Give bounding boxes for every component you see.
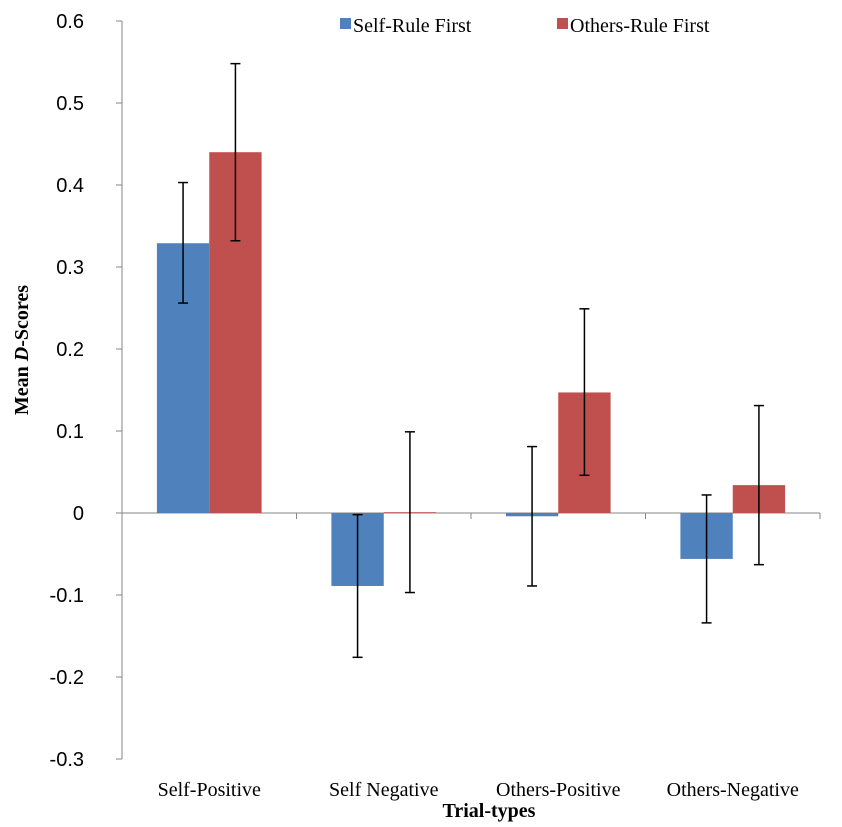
- legend-swatch: [340, 18, 351, 29]
- y-axis-title-suffix: -Scores: [11, 285, 33, 347]
- y-tick-label: 0.5: [56, 93, 84, 115]
- x-category-label: Self-Positive: [158, 779, 261, 801]
- legend-label: Self-Rule First: [353, 15, 472, 37]
- bars: [156, 152, 786, 586]
- y-tick-label: 0.4: [56, 175, 84, 197]
- legend-swatch: [557, 18, 568, 29]
- y-tick-label: -0.1: [50, 585, 84, 607]
- legend: Self-Rule First Others-Rule First: [340, 15, 710, 37]
- legend-label: Others-Rule First: [570, 15, 710, 37]
- y-axis: 0.6 0.5 0.4 0.3 0.2 0.1 0 -0.1 -0.2 -0.3: [50, 11, 123, 771]
- error-bars: [178, 62, 764, 659]
- y-tick-label: 0: [73, 503, 84, 525]
- x-category-label: Self Negative: [329, 779, 439, 801]
- y-tick-label: 0.2: [56, 339, 84, 361]
- x-category-label: Others-Negative: [667, 779, 799, 801]
- x-category-label: Others-Positive: [496, 779, 621, 801]
- y-tick-label: 0.6: [56, 11, 84, 33]
- y-tick-label: 0.1: [56, 421, 84, 443]
- x-axis-title: Trial-types: [443, 800, 536, 822]
- y-tick-label: -0.2: [50, 667, 84, 689]
- y-axis-title-prefix: Mean: [11, 361, 33, 415]
- y-axis-title: Mean D-Scores: [11, 285, 33, 415]
- y-tick-label: -0.3: [50, 749, 84, 771]
- y-tick-label: 0.3: [56, 257, 84, 279]
- y-axis-title-italic: D: [11, 347, 33, 362]
